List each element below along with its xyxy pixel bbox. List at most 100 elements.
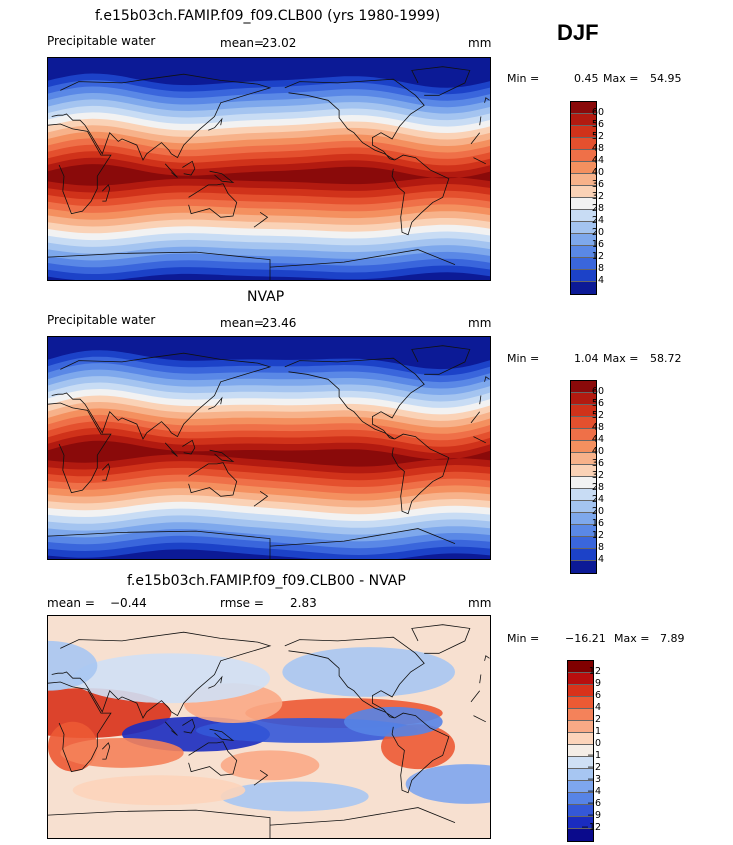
coastline-africa [48,123,486,215]
coastline-antarctica [48,249,456,280]
panel3-colorbar-swatch [568,709,593,721]
map1-field [48,58,490,280]
panel3-colorbar-tick-label: 1 [594,726,601,737]
panel3-colorbar-swatch [568,673,593,685]
panel1-colorbar-swatch [571,234,596,246]
panel1-colorbar-tick-label: 52 [591,131,604,142]
panel1-colorbar-swatch [571,198,596,210]
panel2-colorbar-tick-label: 24 [591,494,604,505]
panel1-colorbar-swatch [571,282,596,294]
panel1-colorbar-swatch [571,126,596,138]
panel1-colorbar-tick-label: 48 [591,143,604,154]
panel3-rmse-value: 2.83 [290,596,317,610]
panel2-colorbar-swatch [571,429,596,441]
panel1-map [47,57,491,281]
panel2-colorbar-tick-label: 32 [591,470,604,481]
panel2-max-label: Max = [603,352,639,365]
coastline-madagascar [102,184,111,202]
panel3-colorbar-swatch [568,829,593,841]
panel1-colorbar-tick-label: 20 [591,227,604,238]
panel3-colorbar-tick-label: 4 [594,702,601,713]
coastline-antarctica [48,528,456,559]
coastline-japan [208,117,223,131]
panel1-colorbar-swatch [571,114,596,126]
coastline-greenland [411,345,471,375]
coastline-australia [188,462,238,497]
coastline-greenland [411,624,471,654]
coastline-greenland [411,66,471,96]
panel3-rmse-label: rmse = [220,596,264,610]
panel1-colorbar-tick-label: 32 [591,191,604,202]
panel3-colorbar-swatch [568,781,593,793]
panel1-colorbar-swatch [571,138,596,150]
coastline-madagascar [102,463,111,481]
panel2-colorbar-swatch [571,453,596,465]
panel1-title: f.e15b03ch.FAMIP.f09_f09.CLB00 (yrs 1980… [95,8,441,24]
panel3-colorbar-tick-label: 9 [594,678,601,689]
map3-field [48,616,490,838]
panel3-colorbar-swatch [568,793,593,805]
panel2-colorbar-swatch [571,393,596,405]
panel2-units: mm [468,316,492,330]
panel2-map [47,336,491,560]
panel1-colorbar-swatch [571,162,596,174]
map2-field [48,337,490,559]
panel2-colorbar-tick-label: 8 [597,542,604,553]
panel2-colorbar-swatch [571,549,596,561]
panel3-colorbar-tick-label: −2 [586,762,601,773]
coastline-namerica [284,78,425,161]
coastline-samerica [391,433,450,515]
coastline-nz [253,211,269,228]
coastline-borneo [182,439,196,455]
panel1-colorbar-swatch [571,246,596,258]
panel1-colorbar-swatch [571,186,596,198]
panel3-max-value: 7.89 [660,632,685,645]
panel2-colorbar-tick-label: 16 [591,518,604,529]
panel2-mean-value: 23.46 [262,316,297,330]
panel1-colorbar-swatch [571,222,596,234]
coastline-madagascar [102,742,111,760]
panel3-title: f.e15b03ch.FAMIP.f09_f09.CLB00 - NVAP [127,573,406,589]
coastline-australia [188,183,238,218]
panel3-max-label: Max = [614,632,650,645]
panel1-colorbar-tick-label: 8 [597,263,604,274]
panel3-mean-value: −0.44 [110,596,147,610]
panel3-colorbar-swatch [568,661,593,673]
panel3-colorbar-swatch [568,733,593,745]
panel3-colorbar-tick-label: −6 [586,798,601,809]
panel3-colorbar-swatch [568,805,593,817]
panel1-colorbar-tick-label: 24 [591,215,604,226]
panel3-colorbar-tick-label: −1 [586,750,601,761]
coastline-nz [253,490,269,507]
panel1-colorbar-tick-label: 56 [591,119,604,130]
panel3-colorbar-swatch [568,745,593,757]
panel1-colorbar-tick-label: 40 [591,167,604,178]
coastline-antarctica [48,807,456,838]
panel2-colorbar-tick-label: 40 [591,446,604,457]
panel1-mean-value: 23.02 [262,36,297,50]
coastline-newguinea [209,170,235,183]
panel3-min-label: Min = [507,632,540,645]
panel1-colorbar-tick-label: 60 [591,107,604,118]
panel3-colorbar-swatch [568,721,593,733]
panel1-units: mm [468,36,492,50]
panel2-colorbar-tick-label: 12 [591,530,604,541]
coastline-newguinea [209,728,235,741]
panel3-colorbar-tick-label: 2 [594,714,601,725]
panel1-colorbar-tick-label: 4 [597,275,604,286]
panel2-colorbar-swatch [571,405,596,417]
panel1-colorbar-tick-label: 16 [591,239,604,250]
panel2-colorbar-swatch [571,417,596,429]
panel2-field-label: Precipitable water [47,313,156,327]
panel3-units: mm [468,596,492,610]
panel2-colorbar-tick-label: 36 [591,458,604,469]
panel1-colorbar-tick-label: 44 [591,155,604,166]
panel1-colorbar-tick-label: 28 [591,203,604,214]
coastline-samerica [391,154,450,236]
panel1-min-value: 0.45 [574,72,599,85]
panel3-colorbar-swatch [568,697,593,709]
coastline-eurasia [51,73,482,161]
panel2-colorbar-tick-label: 28 [591,482,604,493]
coastline-eurasia [51,631,482,719]
coastline-africa [48,402,486,494]
